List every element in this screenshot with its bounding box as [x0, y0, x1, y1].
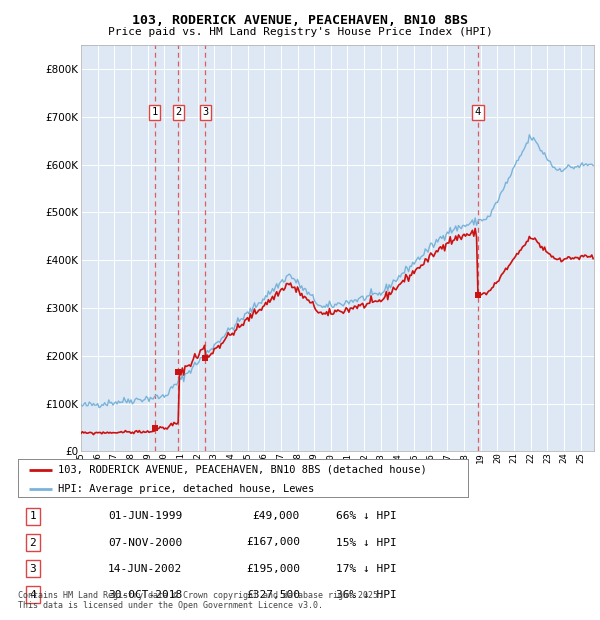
- Text: 66% ↓ HPI: 66% ↓ HPI: [336, 512, 397, 521]
- Text: 17% ↓ HPI: 17% ↓ HPI: [336, 564, 397, 574]
- Text: £327,500: £327,500: [246, 590, 300, 600]
- Text: 1: 1: [29, 512, 37, 521]
- Text: Contains HM Land Registry data © Crown copyright and database right 2025.
This d: Contains HM Land Registry data © Crown c…: [18, 591, 383, 610]
- Text: 4: 4: [475, 107, 481, 117]
- Text: 14-JUN-2002: 14-JUN-2002: [108, 564, 182, 574]
- Text: 07-NOV-2000: 07-NOV-2000: [108, 538, 182, 547]
- Text: 103, RODERICK AVENUE, PEACEHAVEN, BN10 8BS: 103, RODERICK AVENUE, PEACEHAVEN, BN10 8…: [132, 14, 468, 27]
- Text: Price paid vs. HM Land Registry's House Price Index (HPI): Price paid vs. HM Land Registry's House …: [107, 27, 493, 37]
- Text: 01-JUN-1999: 01-JUN-1999: [108, 512, 182, 521]
- Text: 15% ↓ HPI: 15% ↓ HPI: [336, 538, 397, 547]
- Text: 2: 2: [175, 107, 182, 117]
- Text: £195,000: £195,000: [246, 564, 300, 574]
- Text: 103, RODERICK AVENUE, PEACEHAVEN, BN10 8BS (detached house): 103, RODERICK AVENUE, PEACEHAVEN, BN10 8…: [59, 464, 427, 474]
- Text: 3: 3: [202, 107, 208, 117]
- Text: 36% ↓ HPI: 36% ↓ HPI: [336, 590, 397, 600]
- Text: 2: 2: [29, 538, 37, 547]
- Text: 3: 3: [29, 564, 37, 574]
- Text: £167,000: £167,000: [246, 538, 300, 547]
- Text: 30-OCT-2018: 30-OCT-2018: [108, 590, 182, 600]
- Text: £49,000: £49,000: [253, 512, 300, 521]
- Text: 4: 4: [29, 590, 37, 600]
- Text: HPI: Average price, detached house, Lewes: HPI: Average price, detached house, Lewe…: [59, 484, 315, 494]
- Text: 1: 1: [151, 107, 158, 117]
